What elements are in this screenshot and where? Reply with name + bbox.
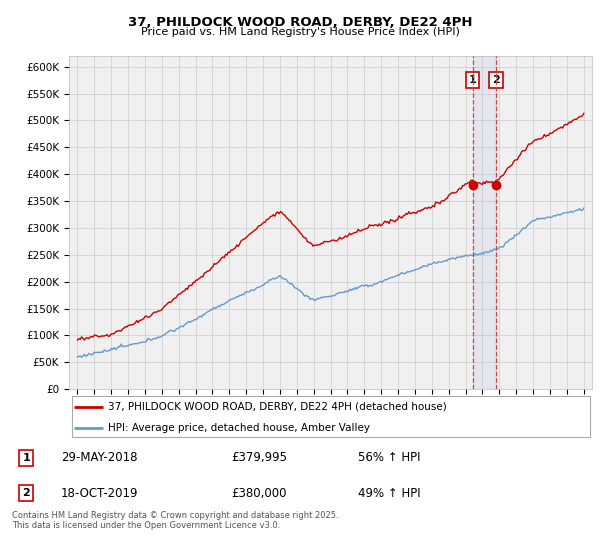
Text: 49% ↑ HPI: 49% ↑ HPI: [358, 487, 420, 500]
Bar: [473, 56, 496, 389]
Text: HPI: Average price, detached house, Amber Valley: HPI: Average price, detached house, Ambe…: [108, 423, 370, 433]
Text: 2: 2: [492, 75, 500, 85]
Text: 18-OCT-2019: 18-OCT-2019: [61, 487, 139, 500]
FancyBboxPatch shape: [71, 396, 590, 437]
Text: £380,000: £380,000: [231, 487, 286, 500]
Text: 29-MAY-2018: 29-MAY-2018: [61, 451, 137, 464]
Text: 1: 1: [469, 75, 476, 85]
Text: Price paid vs. HM Land Registry's House Price Index (HPI): Price paid vs. HM Land Registry's House …: [140, 27, 460, 37]
Text: 37, PHILDOCK WOOD ROAD, DERBY, DE22 4PH: 37, PHILDOCK WOOD ROAD, DERBY, DE22 4PH: [128, 16, 472, 29]
Text: 1: 1: [23, 453, 30, 463]
Text: 2: 2: [23, 488, 30, 498]
Text: 37, PHILDOCK WOOD ROAD, DERBY, DE22 4PH (detached house): 37, PHILDOCK WOOD ROAD, DERBY, DE22 4PH …: [108, 402, 447, 412]
Text: £379,995: £379,995: [231, 451, 287, 464]
Text: Contains HM Land Registry data © Crown copyright and database right 2025.
This d: Contains HM Land Registry data © Crown c…: [12, 511, 338, 530]
Text: 56% ↑ HPI: 56% ↑ HPI: [358, 451, 420, 464]
